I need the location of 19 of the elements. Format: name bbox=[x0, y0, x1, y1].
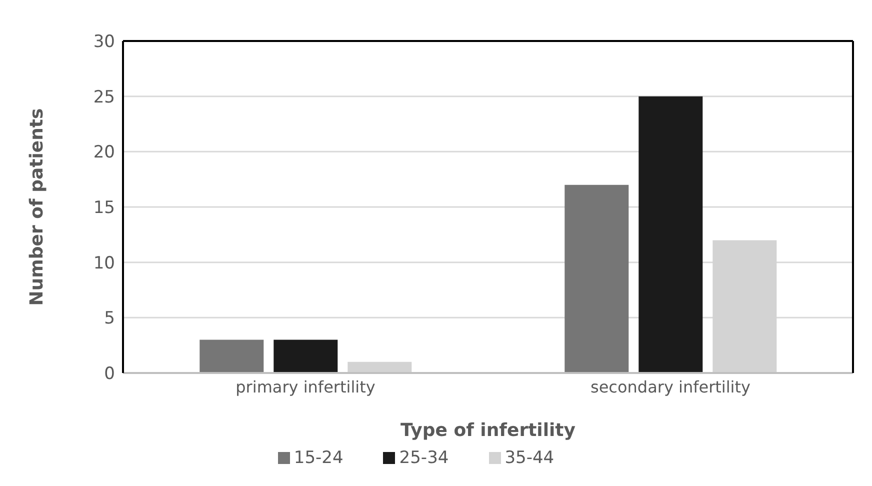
y-tick-label: 20 bbox=[93, 142, 115, 163]
bar bbox=[638, 96, 703, 373]
bar bbox=[200, 340, 264, 373]
bar bbox=[274, 340, 338, 373]
bar bbox=[348, 362, 412, 373]
y-axis-title: Number of patients bbox=[26, 108, 48, 306]
y-tick-label: 15 bbox=[93, 198, 115, 218]
y-tick-label: 10 bbox=[93, 253, 115, 274]
x-axis-title: Type of infertility bbox=[400, 420, 576, 441]
x-tick-label: primary infertility bbox=[236, 377, 376, 396]
y-tick-label: 30 bbox=[93, 32, 115, 52]
legend-label: 35-44 bbox=[504, 448, 554, 468]
y-tick-label: 5 bbox=[104, 308, 115, 329]
legend-label: 15-24 bbox=[294, 448, 344, 468]
y-tick-label: 0 bbox=[104, 364, 115, 384]
bar bbox=[564, 184, 629, 373]
legend-label: 25-34 bbox=[399, 448, 449, 468]
x-tick-label: secondary infertility bbox=[590, 377, 750, 396]
y-tick-label: 25 bbox=[93, 87, 115, 108]
